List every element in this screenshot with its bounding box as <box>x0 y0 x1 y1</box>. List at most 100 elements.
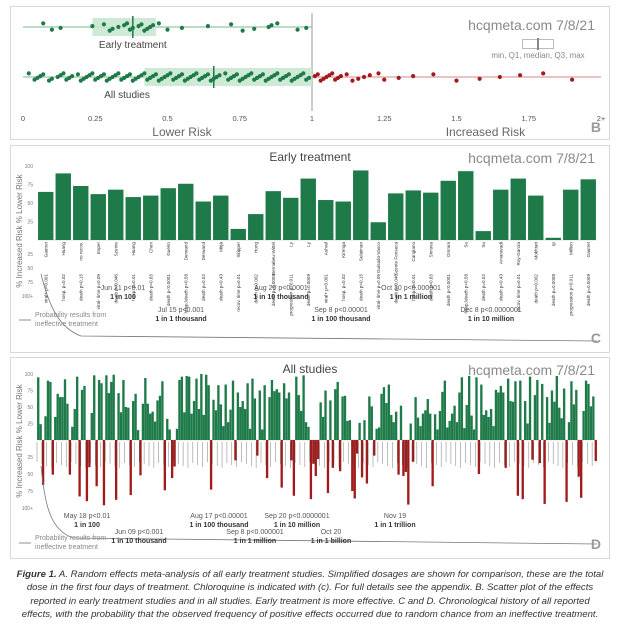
data-point <box>356 76 361 81</box>
bar <box>300 178 316 240</box>
bar <box>117 393 120 440</box>
data-point <box>541 71 546 76</box>
x-tick-label: Chen <box>148 242 153 253</box>
bar <box>261 429 264 440</box>
y-tick-label: 100+ <box>22 506 33 512</box>
bar <box>575 389 578 440</box>
data-point <box>142 71 147 76</box>
data-point <box>49 27 55 32</box>
bar <box>107 393 110 440</box>
box-legend-glyph <box>522 38 554 50</box>
x-tick-label: Szente <box>113 242 118 257</box>
bar <box>258 390 261 440</box>
bar <box>278 392 281 440</box>
marker-date: Aug 17 p<0.00001 <box>190 513 248 520</box>
bar <box>125 197 141 240</box>
bar <box>545 397 549 440</box>
bar <box>436 429 439 440</box>
bar <box>90 194 106 240</box>
x-tick-label: Amaravadi <box>498 242 503 264</box>
row-label: Early treatment <box>99 40 167 51</box>
probability-curve <box>40 465 598 545</box>
bar <box>41 440 45 485</box>
x-tick-label: Szente Fonseca <box>393 242 398 276</box>
bar <box>380 393 383 440</box>
x-tick-label: death p=0.43 <box>218 274 223 301</box>
data-point <box>330 71 335 76</box>
bar <box>375 428 378 440</box>
probability-label: Probability results from <box>35 535 106 542</box>
bar <box>270 379 274 440</box>
bar <box>76 376 79 440</box>
data-point <box>153 72 159 77</box>
bar <box>577 440 580 477</box>
bar <box>246 383 249 440</box>
bar <box>370 222 386 240</box>
data-point <box>194 71 199 76</box>
x-tick-label: Omrani <box>446 242 451 257</box>
bar <box>127 407 130 440</box>
bar <box>78 440 81 497</box>
marker-odds: 1 in 10 million <box>274 522 320 529</box>
y-tick-label: 100 <box>25 164 34 170</box>
data-point <box>344 72 349 77</box>
bar <box>141 403 145 440</box>
marker-odds: 1 in 1 thousand <box>155 316 206 323</box>
bar <box>321 416 325 440</box>
bar <box>244 408 247 440</box>
bar <box>282 383 286 440</box>
bar <box>73 185 89 240</box>
bar <box>158 395 162 440</box>
y-tick-label: 25 <box>27 455 33 461</box>
bar <box>405 190 421 240</box>
bar <box>190 413 193 440</box>
bar <box>572 404 576 440</box>
x-tick-label: death p=0.002 <box>253 274 258 304</box>
box-legend-text: min, Q1, median, Q3, max <box>491 51 585 60</box>
data-point <box>269 23 274 28</box>
x-tick-label: hosp. p=0.02 <box>341 274 346 301</box>
bar <box>275 389 278 440</box>
x-tick-label: Mitjà <box>218 242 223 252</box>
data-point <box>90 24 95 29</box>
bar <box>231 380 235 440</box>
marker-odds: 1 in 100 thousand <box>311 316 370 323</box>
bar <box>302 375 305 440</box>
bar <box>524 401 527 440</box>
bar <box>511 401 515 440</box>
x-tick-label: death p=0.15 <box>78 274 83 301</box>
x-tick-label: 1.75 <box>521 114 536 123</box>
bar <box>368 396 371 440</box>
bar <box>499 385 502 440</box>
bar <box>419 426 422 440</box>
bar <box>492 426 495 440</box>
y-tick-label: 50 <box>27 201 33 207</box>
x-tick-label: death p=0.002 <box>533 274 538 304</box>
bar <box>528 195 544 240</box>
bar <box>183 412 186 440</box>
bar <box>226 422 230 440</box>
bar <box>589 406 593 440</box>
bar <box>170 440 174 479</box>
bar <box>446 427 449 440</box>
data-point <box>26 71 31 76</box>
bar <box>387 384 390 440</box>
data-point <box>307 75 312 80</box>
data-point <box>252 26 257 31</box>
bar <box>248 214 264 240</box>
data-point <box>396 75 401 80</box>
data-point <box>58 25 63 30</box>
bar <box>502 392 505 440</box>
data-point <box>260 72 265 77</box>
bar <box>256 440 259 456</box>
x-tick-label: viral- time p=0.09 <box>376 274 381 310</box>
bar <box>594 440 597 462</box>
bar <box>465 405 468 440</box>
bar <box>377 427 381 440</box>
bar <box>178 183 194 240</box>
bar <box>297 395 300 440</box>
x-tick-label: death p=0.0009 <box>306 274 311 307</box>
y-tick-label: 75 <box>27 280 33 286</box>
bar <box>285 398 288 440</box>
marker-date: Sep 20 p<0.0000001 <box>264 513 329 520</box>
